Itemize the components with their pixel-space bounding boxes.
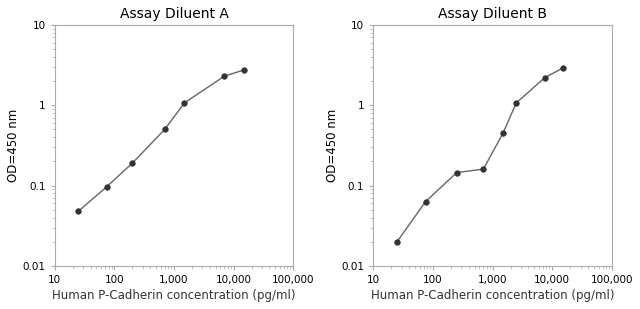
X-axis label: Human P-Cadherin concentration (pg/ml): Human P-Cadherin concentration (pg/ml) xyxy=(371,289,614,302)
X-axis label: Human P-Cadherin concentration (pg/ml): Human P-Cadherin concentration (pg/ml) xyxy=(52,289,296,302)
Title: Assay Diluent B: Assay Diluent B xyxy=(438,7,547,21)
Y-axis label: OD=450 nm: OD=450 nm xyxy=(7,109,20,182)
Y-axis label: OD=450 nm: OD=450 nm xyxy=(326,109,339,182)
Title: Assay Diluent A: Assay Diluent A xyxy=(120,7,228,21)
